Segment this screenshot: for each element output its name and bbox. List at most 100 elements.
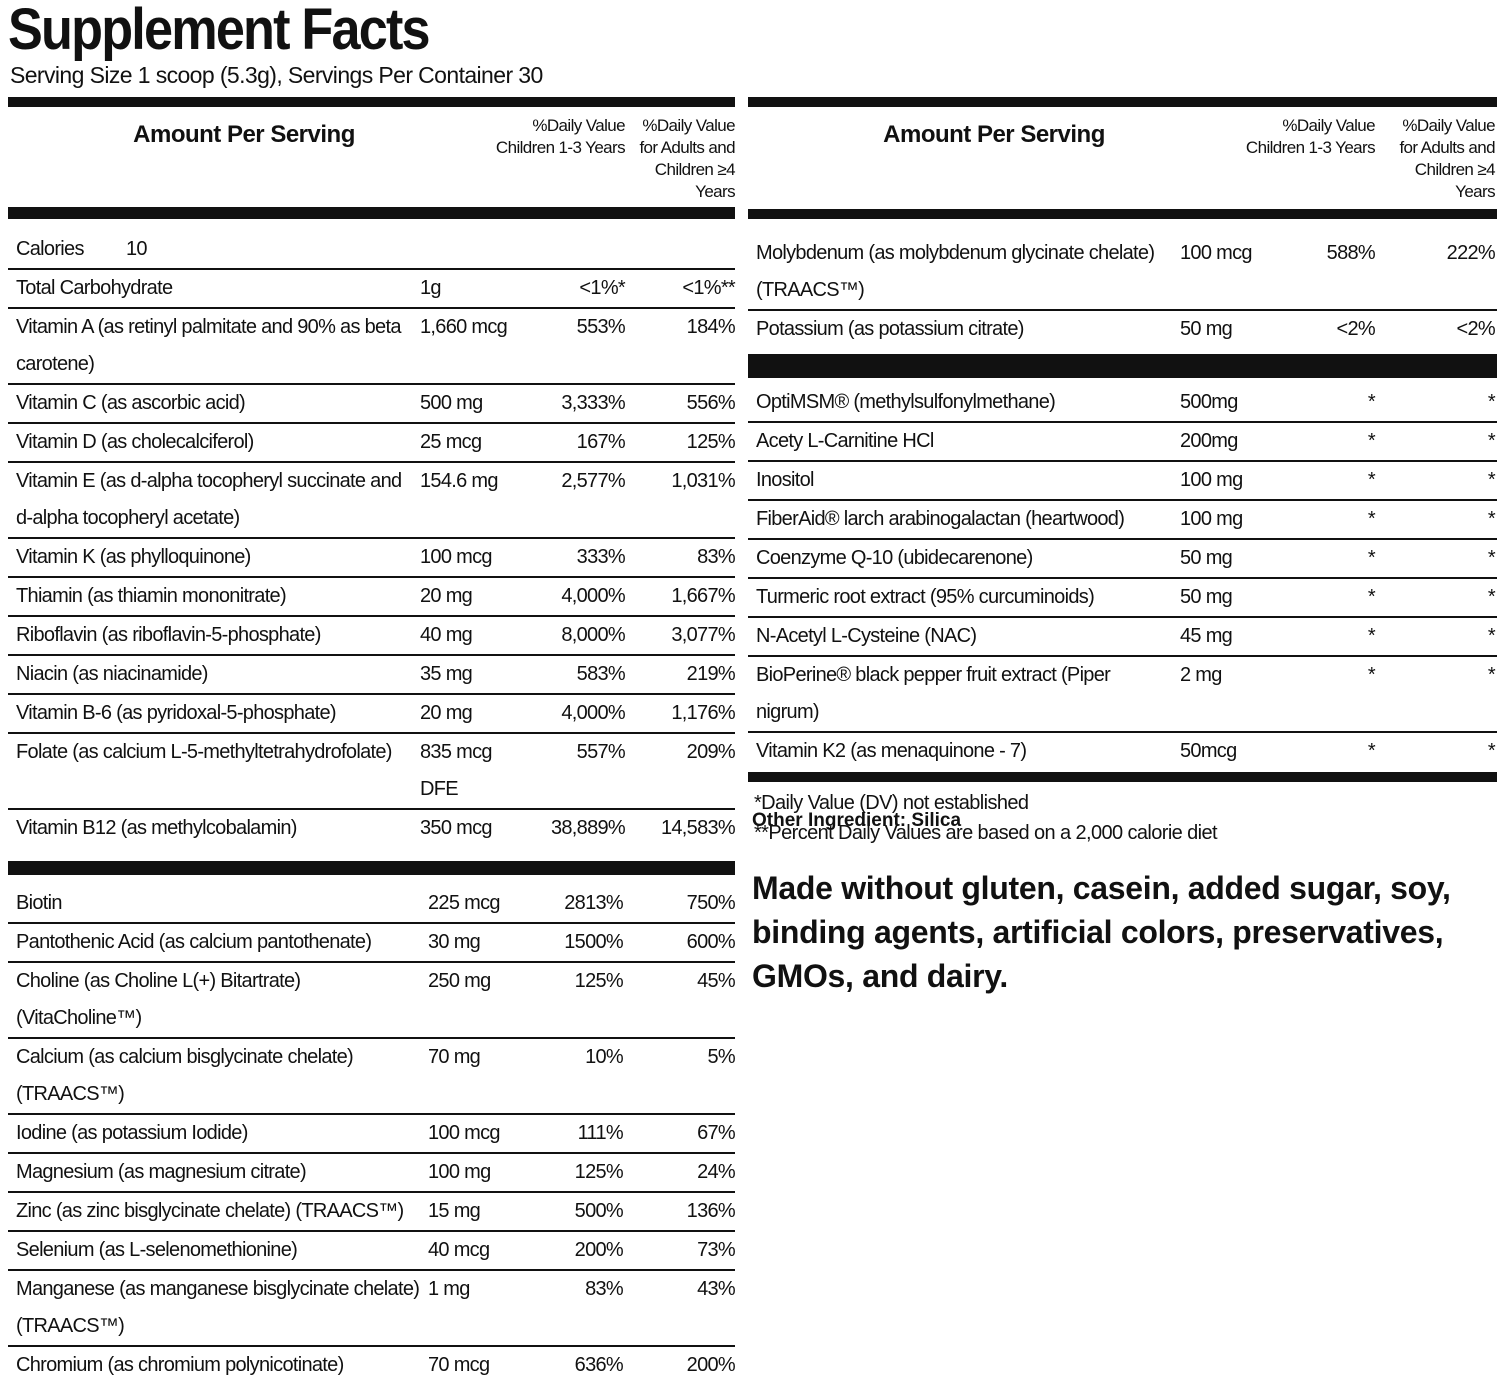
nutrient-row: Inositol 100 mg * * — [748, 462, 1497, 501]
amount: 100 mcg — [420, 546, 493, 568]
dv-adults: <2% — [1456, 318, 1496, 340]
dv-children: 200% — [574, 1239, 624, 1261]
header-amount: Amount Per Serving — [883, 121, 1105, 148]
header-dv-children: %Daily Value Children 1-3 Years — [495, 116, 626, 157]
nutrient-name: Vitamin K (as phylloquinone) — [16, 546, 251, 568]
dv-children: 4,000% — [561, 585, 625, 607]
dv-children: 167% — [576, 431, 626, 453]
dv-children: 553% — [576, 316, 626, 338]
nutrient-name: Riboflavin (as riboflavin-5-phosphate) — [16, 624, 321, 646]
amount: 100 mg — [1180, 469, 1243, 491]
dv-children: * — [1367, 430, 1376, 452]
dv-children: 583% — [576, 663, 626, 685]
nutrient-row: Vitamin D (as cholecalciferol) 25 mcg 167%… — [8, 424, 736, 463]
dv-adults: 136% — [686, 1200, 736, 1222]
nutrient-name: Vitamin B12 (as methylcobalamin) — [16, 817, 297, 839]
amount: 350 mcg — [420, 817, 493, 839]
nutrient-name: Iodine (as potassium Iodide) — [16, 1122, 248, 1144]
dv-adults: * — [1487, 625, 1496, 647]
amount: 250 mg — [428, 970, 491, 992]
amount: 40 mg — [420, 624, 473, 646]
nutrient-row: Vitamin B12 (as methylcobalamin) 350 mcg 3… — [8, 810, 736, 847]
calories-value: 10 — [126, 238, 148, 260]
amount: 40 mcg — [428, 1239, 490, 1261]
amount: 70 mcg — [428, 1354, 490, 1376]
nutrient-name: Potassium (as potassium citrate) — [756, 318, 1024, 340]
dv-children: 83% — [585, 1278, 624, 1300]
nutrient-name: Vitamin A (as retinyl palmitate and 90% … — [16, 316, 401, 375]
nutrient-row: Turmeric root extract (95% curcuminoids)… — [748, 579, 1497, 618]
nutrient-row: Potassium (as potassium citrate) 50 mg <2%… — [748, 311, 1497, 348]
dv-adults: * — [1487, 469, 1496, 491]
nutrient-name: OptiMSM® (methylsulfonylmethane) — [756, 391, 1056, 413]
nutrient-row: Vitamin C (as ascorbic acid) 500 mg 3,333%… — [8, 385, 736, 424]
nutrient-row: Coenzyme Q-10 (ubidecarenone) 50 mg * * — [748, 540, 1497, 579]
nutrient-row: Niacin (as niacinamide) 35 mg 583% 219% — [8, 656, 736, 695]
footnote: *Daily Value (DV) not established — [754, 792, 1029, 814]
calories-row: Calories 10 — [8, 231, 735, 270]
nutrient-name: Vitamin K2 (as menaquinone - 7) — [756, 740, 1027, 762]
amount: 30 mg — [428, 931, 481, 953]
nutrient-name: Vitamin C (as ascorbic acid) — [16, 392, 246, 414]
nutrient-row: Chromium (as chromium polynicotinate) 70 … — [8, 1347, 736, 1384]
nutrient-row: Vitamin A (as retinyl palmitate and 90% … — [8, 309, 736, 385]
nutrient-row: Folate (as calcium L-5-methyltetrahydrof… — [8, 734, 736, 810]
title: Supplement Facts — [8, 0, 431, 62]
nutrient-row: Vitamin K (as phylloquinone) 100 mcg 333% 8… — [8, 539, 736, 578]
nutrient-name: Calcium (as calcium bisglycinate chelate… — [16, 1046, 354, 1105]
amount: 1 mg — [428, 1278, 470, 1300]
dv-adults: 5% — [707, 1046, 735, 1068]
nutrient-row: OptiMSM® (methylsulfonylmethane) 500mg * * — [748, 384, 1497, 423]
amount: 225 mcg — [428, 892, 501, 914]
dv-children: <2% — [1336, 318, 1376, 340]
nutrient-name: Vitamin E (as d-alpha tocopheryl succina… — [16, 470, 402, 529]
dv-children: 588% — [1326, 242, 1376, 264]
amount: 500 mg — [420, 392, 483, 414]
rule — [748, 209, 1497, 219]
nutrient-name: Chromium (as chromium polynicotinate) — [16, 1354, 344, 1376]
amount: 45 mg — [1180, 625, 1233, 647]
dv-adults: * — [1487, 664, 1496, 686]
dv-adults: 209% — [686, 741, 736, 763]
dv-adults: 222% — [1446, 242, 1496, 264]
rule — [748, 354, 1497, 378]
dv-children: 333% — [576, 546, 626, 568]
rule — [748, 97, 1497, 107]
dv-children: * — [1367, 625, 1376, 647]
dv-adults: 43% — [697, 1278, 736, 1300]
amount: 1g — [420, 277, 442, 299]
dv-adults: 3,077% — [671, 624, 735, 646]
dv-adults: 556% — [686, 392, 736, 414]
dv-adults: 125% — [686, 431, 736, 453]
dv-children: * — [1367, 586, 1376, 608]
table-header: Amount Per Serving %Daily Value Children … — [8, 107, 735, 203]
nutrient-name: BioPerine® black pepper fruit extract (P… — [756, 664, 1111, 723]
nutrient-row: Magnesium (as magnesium citrate) 100 mg 12… — [8, 1154, 736, 1193]
dv-adults: * — [1487, 547, 1496, 569]
right-panel: Amount Per Serving %Daily Value Children … — [748, 97, 1497, 848]
nutrient-row: Choline (as Choline L(+) Bitartrate) (Vi… — [8, 963, 736, 1039]
amount: 50 mg — [1180, 318, 1233, 340]
made-without: Made without gluten, casein, added sugar… — [752, 870, 1451, 994]
nutrient-name: Niacin (as niacinamide) — [16, 663, 208, 685]
nutrient-name: Coenzyme Q-10 (ubidecarenone) — [756, 547, 1033, 569]
amount: 100 mcg — [1180, 242, 1253, 264]
amount: 100 mg — [428, 1161, 491, 1183]
serving-info: Serving Size 1 scoop (5.3g), Servings Pe… — [10, 62, 543, 88]
nutrient-name: Thiamin (as thiamin mononitrate) — [16, 585, 287, 607]
header-dv-adults: %Daily Value for Adults and Children ≥4 … — [1399, 116, 1495, 201]
dv-adults: 219% — [686, 663, 736, 685]
dv-children: * — [1367, 469, 1376, 491]
nutrient-row: Vitamin B-6 (as pyridoxal-5-phosphate) 20… — [8, 695, 736, 734]
nutrient-row: N-Acetyl L-Cysteine (NAC) 45 mg * * — [748, 618, 1497, 657]
dv-adults: * — [1487, 391, 1496, 413]
nutrient-row: Selenium (as L-selenomethionine) 40 mcg 20… — [8, 1232, 736, 1271]
dv-children: 2,577% — [561, 470, 625, 492]
spacer — [748, 219, 1497, 235]
rule — [8, 861, 735, 875]
dv-adults: <1%** — [682, 277, 735, 299]
dv-children: * — [1367, 547, 1376, 569]
dv-children: * — [1367, 740, 1376, 762]
nutrient-row: Thiamin (as thiamin mononitrate) 20 mg 4,0… — [8, 578, 736, 617]
dv-children: 557% — [576, 741, 626, 763]
